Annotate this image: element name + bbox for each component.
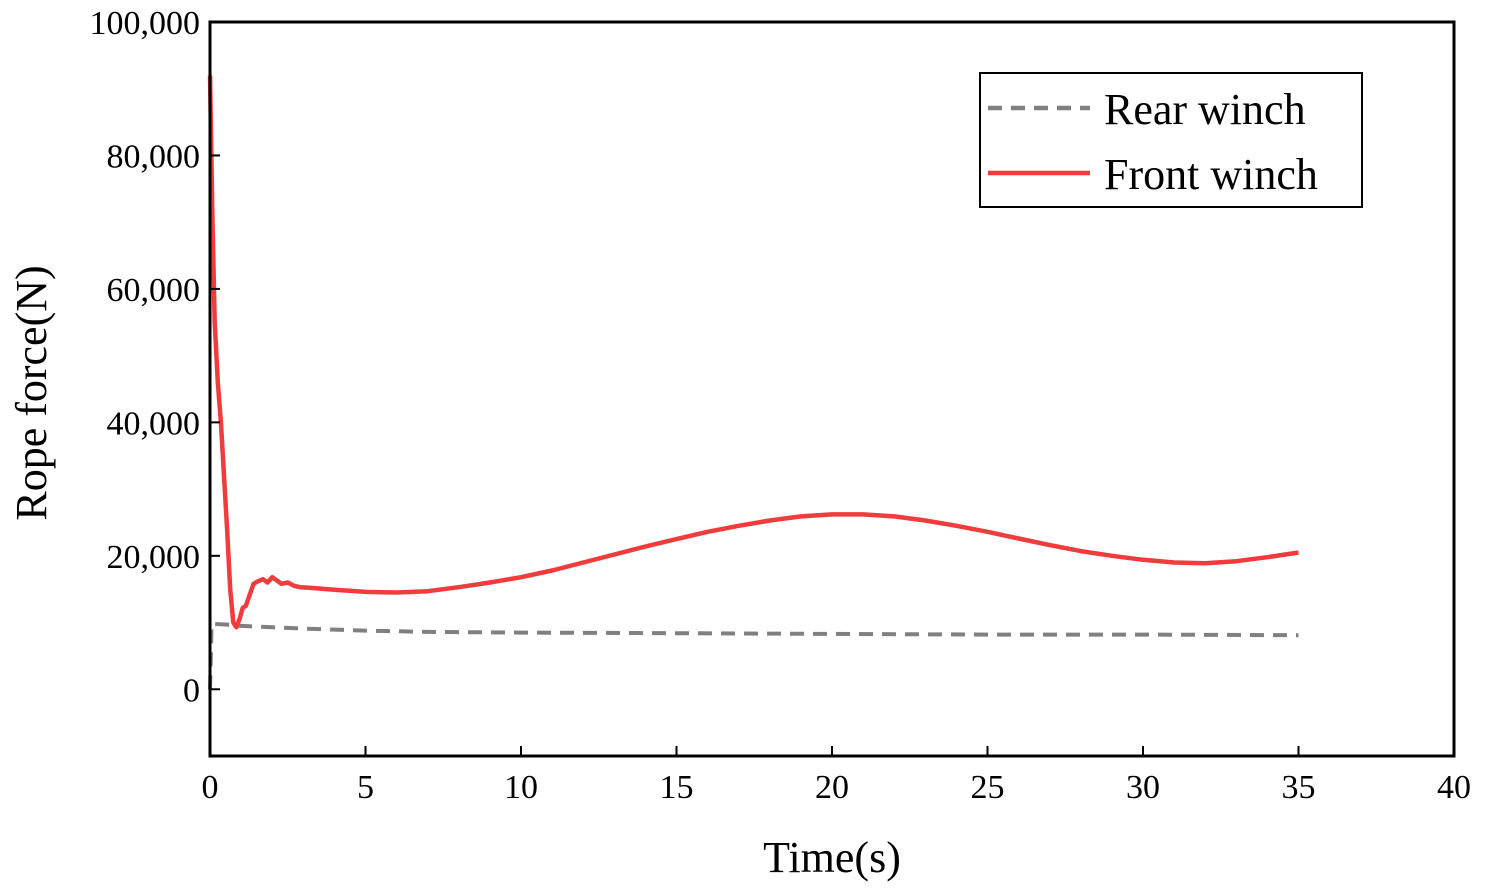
x-tick-label: 30 xyxy=(1126,769,1160,806)
y-tick-label: 60,000 xyxy=(107,272,201,309)
x-tick-label: 0 xyxy=(202,769,219,806)
y-tick-label: 0 xyxy=(183,672,200,709)
legend-label-rear-winch: Rear winch xyxy=(1104,85,1306,134)
y-axis-title: Rope force(N) xyxy=(7,265,56,520)
legend-label-front-winch: Front winch xyxy=(1104,150,1318,199)
x-tick-label: 20 xyxy=(815,769,849,806)
y-tick-label: 20,000 xyxy=(107,539,201,576)
series-line-front-winch xyxy=(207,75,1299,630)
legend-box xyxy=(979,72,1363,208)
series-layer xyxy=(207,75,1299,690)
x-tick-label: 15 xyxy=(660,769,694,806)
series-line-rear-winch xyxy=(208,621,1299,690)
x-tick-label: 40 xyxy=(1437,769,1471,806)
ticks-layer: 0 5 10 15 20 25 30 35 40 0 20,000 40,000 60,000 80,00… xyxy=(90,5,1472,806)
y-tick-label: 100,000 xyxy=(90,5,201,42)
x-tick-label: 35 xyxy=(1282,769,1316,806)
y-tick-label: 40,000 xyxy=(107,405,201,442)
x-tick-label: 5 xyxy=(357,769,374,806)
x-tick-label: 10 xyxy=(504,769,538,806)
legend: Rear winch Front winch xyxy=(979,72,1363,208)
x-tick-label: 25 xyxy=(971,769,1005,806)
y-tick-label: 80,000 xyxy=(107,138,201,175)
x-axis-title: Time(s) xyxy=(763,833,901,882)
